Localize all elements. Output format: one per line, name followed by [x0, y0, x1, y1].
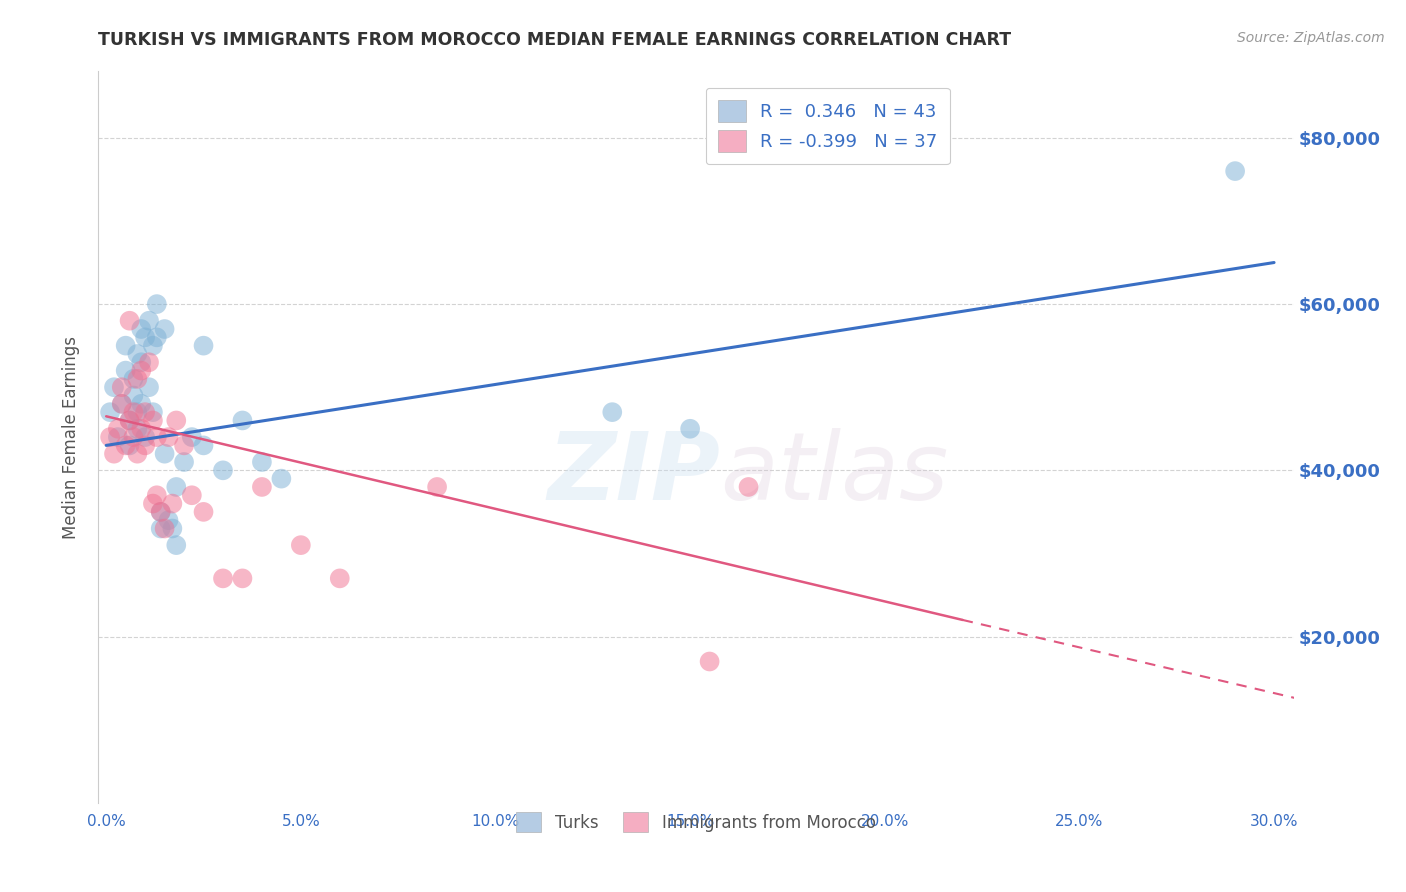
Point — [146, 297, 169, 311]
Point — [212, 463, 235, 477]
Point — [250, 480, 273, 494]
Point — [149, 505, 172, 519]
Point — [122, 388, 145, 402]
Point — [118, 413, 141, 427]
Point — [165, 480, 187, 494]
Point — [162, 497, 184, 511]
Point — [146, 330, 169, 344]
Point — [107, 422, 129, 436]
Point — [250, 455, 273, 469]
Point — [103, 380, 125, 394]
Point — [103, 447, 125, 461]
Point — [122, 372, 145, 386]
Point — [111, 397, 134, 411]
Point — [138, 314, 160, 328]
Point — [173, 438, 195, 452]
Point — [98, 430, 121, 444]
Point — [153, 322, 176, 336]
Point — [231, 413, 253, 427]
Point — [1223, 164, 1246, 178]
Point — [142, 413, 165, 427]
Point — [165, 538, 187, 552]
Point — [290, 538, 312, 552]
Text: ZIP: ZIP — [547, 427, 720, 520]
Point — [134, 430, 156, 444]
Point — [111, 380, 134, 394]
Point — [162, 521, 184, 535]
Point — [153, 521, 176, 535]
Legend: Turks, Immigrants from Morocco: Turks, Immigrants from Morocco — [503, 798, 889, 846]
Point — [138, 355, 160, 369]
Point — [142, 497, 165, 511]
Point — [127, 347, 149, 361]
Point — [127, 405, 149, 419]
Point — [180, 488, 202, 502]
Point — [679, 422, 702, 436]
Point — [600, 405, 623, 419]
Point — [129, 422, 152, 436]
Point — [270, 472, 292, 486]
Point — [193, 338, 215, 352]
Point — [129, 322, 152, 336]
Point — [134, 405, 156, 419]
Point — [114, 338, 136, 352]
Point — [157, 430, 180, 444]
Point — [231, 571, 253, 585]
Point — [129, 397, 152, 411]
Point — [329, 571, 352, 585]
Point — [173, 455, 195, 469]
Point — [426, 480, 449, 494]
Point — [111, 397, 134, 411]
Point — [98, 405, 121, 419]
Point — [149, 521, 172, 535]
Y-axis label: Median Female Earnings: Median Female Earnings — [62, 335, 80, 539]
Point — [142, 338, 165, 352]
Point — [127, 447, 149, 461]
Point — [122, 430, 145, 444]
Point — [146, 488, 169, 502]
Point — [114, 363, 136, 377]
Point — [118, 413, 141, 427]
Point — [157, 513, 180, 527]
Point — [127, 372, 149, 386]
Point — [193, 438, 215, 452]
Point — [153, 447, 176, 461]
Text: TURKISH VS IMMIGRANTS FROM MOROCCO MEDIAN FEMALE EARNINGS CORRELATION CHART: TURKISH VS IMMIGRANTS FROM MOROCCO MEDIA… — [98, 31, 1011, 49]
Point — [699, 655, 721, 669]
Point — [127, 422, 149, 436]
Point — [134, 330, 156, 344]
Point — [212, 571, 235, 585]
Text: Source: ZipAtlas.com: Source: ZipAtlas.com — [1237, 31, 1385, 45]
Point — [114, 438, 136, 452]
Point — [129, 363, 152, 377]
Point — [134, 438, 156, 452]
Point — [737, 480, 759, 494]
Point — [165, 413, 187, 427]
Point — [142, 405, 165, 419]
Point — [180, 430, 202, 444]
Point — [138, 380, 160, 394]
Point — [193, 505, 215, 519]
Point — [118, 438, 141, 452]
Point — [122, 405, 145, 419]
Point — [118, 314, 141, 328]
Point — [107, 430, 129, 444]
Point — [146, 430, 169, 444]
Text: atlas: atlas — [720, 428, 948, 519]
Point — [149, 505, 172, 519]
Point — [129, 355, 152, 369]
